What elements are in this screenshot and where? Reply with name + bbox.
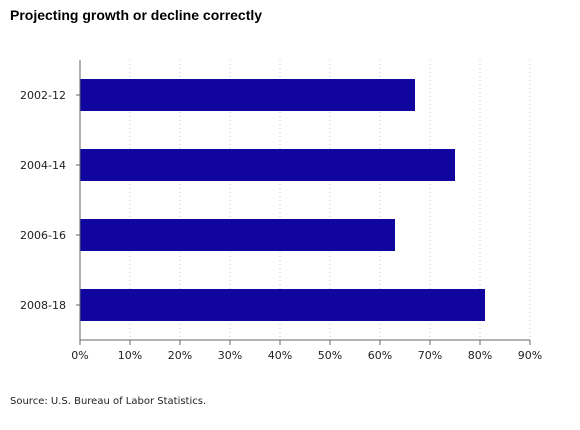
x-tick-label: 20%: [168, 349, 192, 362]
x-tick-label: 90%: [518, 349, 542, 362]
x-tick-label: 0%: [71, 349, 88, 362]
bar: [80, 219, 395, 251]
source-note: Source: U.S. Bureau of Labor Statistics.: [10, 396, 207, 407]
bar: [80, 79, 415, 111]
x-tick-label: 30%: [218, 349, 242, 362]
x-tick-label: 80%: [468, 349, 492, 362]
x-tick-label: 60%: [368, 349, 392, 362]
x-tick-label: 10%: [118, 349, 142, 362]
x-tick-label: 40%: [268, 349, 292, 362]
y-tick-label: 2006-16: [20, 229, 66, 242]
y-tick-label: 2008-18: [20, 299, 66, 312]
x-tick-label: 50%: [318, 349, 342, 362]
bar: [80, 149, 455, 181]
y-tick-label: 2004-14: [20, 159, 66, 172]
bar: [80, 289, 485, 321]
x-tick-label: 70%: [418, 349, 442, 362]
chart-title: Projecting growth or decline correctly: [10, 7, 263, 23]
y-tick-label: 2002-12: [20, 89, 66, 102]
